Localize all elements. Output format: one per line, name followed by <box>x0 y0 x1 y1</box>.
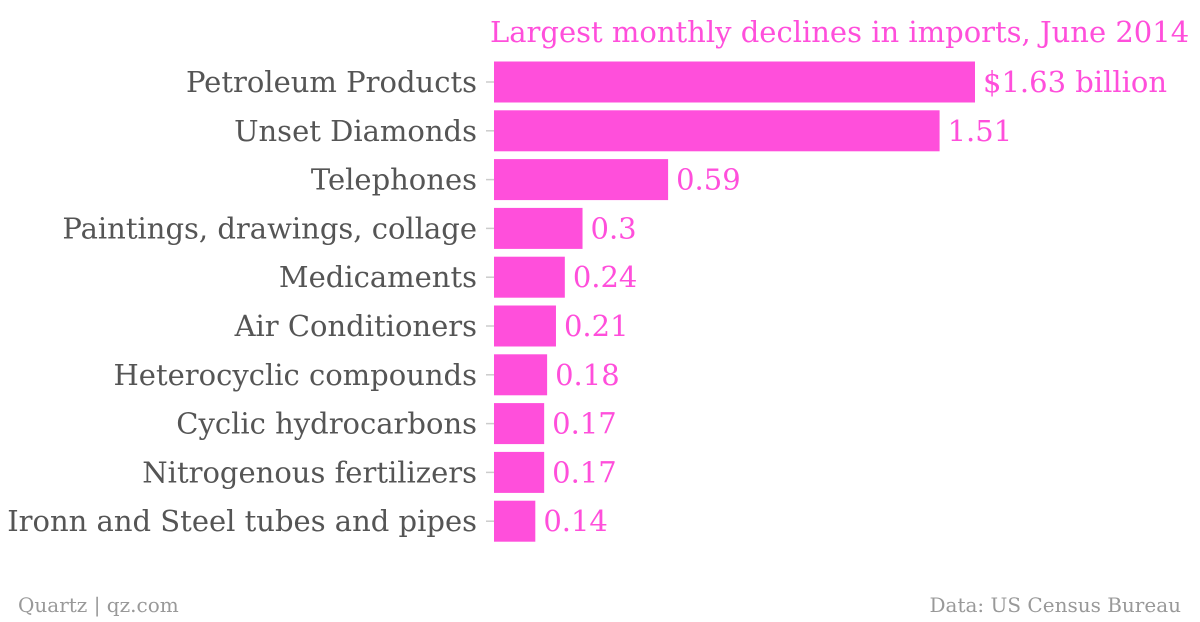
category-label: Telephones <box>311 163 477 197</box>
value-label: $1.63 billion <box>983 65 1167 99</box>
category-label: Unset Diamonds <box>234 114 477 148</box>
category-label: Ironn and Steel tubes and pipes <box>7 504 477 538</box>
bar <box>494 403 545 445</box>
bar <box>494 207 583 249</box>
category-label: Cyclic hydrocarbons <box>176 407 477 441</box>
category-label: Paintings, drawings, collage <box>62 211 477 245</box>
bar <box>494 305 556 347</box>
value-label: 0.17 <box>552 407 617 441</box>
chart-title: Largest monthly declines in imports, Jun… <box>490 15 1189 49</box>
category-label: Medicaments <box>279 260 477 294</box>
value-label: 0.3 <box>591 211 637 245</box>
bars-group: Petroleum Products $1.63 billion Unset Dia… <box>7 61 1167 542</box>
category-label: Heterocyclic compounds <box>114 358 478 392</box>
value-label: 0.21 <box>564 309 629 343</box>
value-label: 0.59 <box>676 163 741 197</box>
value-label: 0.14 <box>543 504 608 538</box>
bar <box>494 256 565 298</box>
bar <box>494 451 545 493</box>
value-label: 0.17 <box>552 455 617 489</box>
bar <box>494 61 975 103</box>
value-label: 0.24 <box>573 260 638 294</box>
data-source: Data: US Census Bureau <box>930 593 1182 617</box>
category-label: Nitrogenous fertilizers <box>142 455 477 489</box>
value-label: 1.51 <box>948 114 1013 148</box>
value-label: 0.18 <box>555 358 620 392</box>
category-label: Petroleum Products <box>186 65 477 99</box>
source-credit: Quartz | qz.com <box>18 593 179 618</box>
bar <box>494 500 536 542</box>
bar <box>494 110 940 152</box>
bar <box>494 159 669 201</box>
bar <box>494 354 548 396</box>
category-label: Air Conditioners <box>234 309 477 343</box>
